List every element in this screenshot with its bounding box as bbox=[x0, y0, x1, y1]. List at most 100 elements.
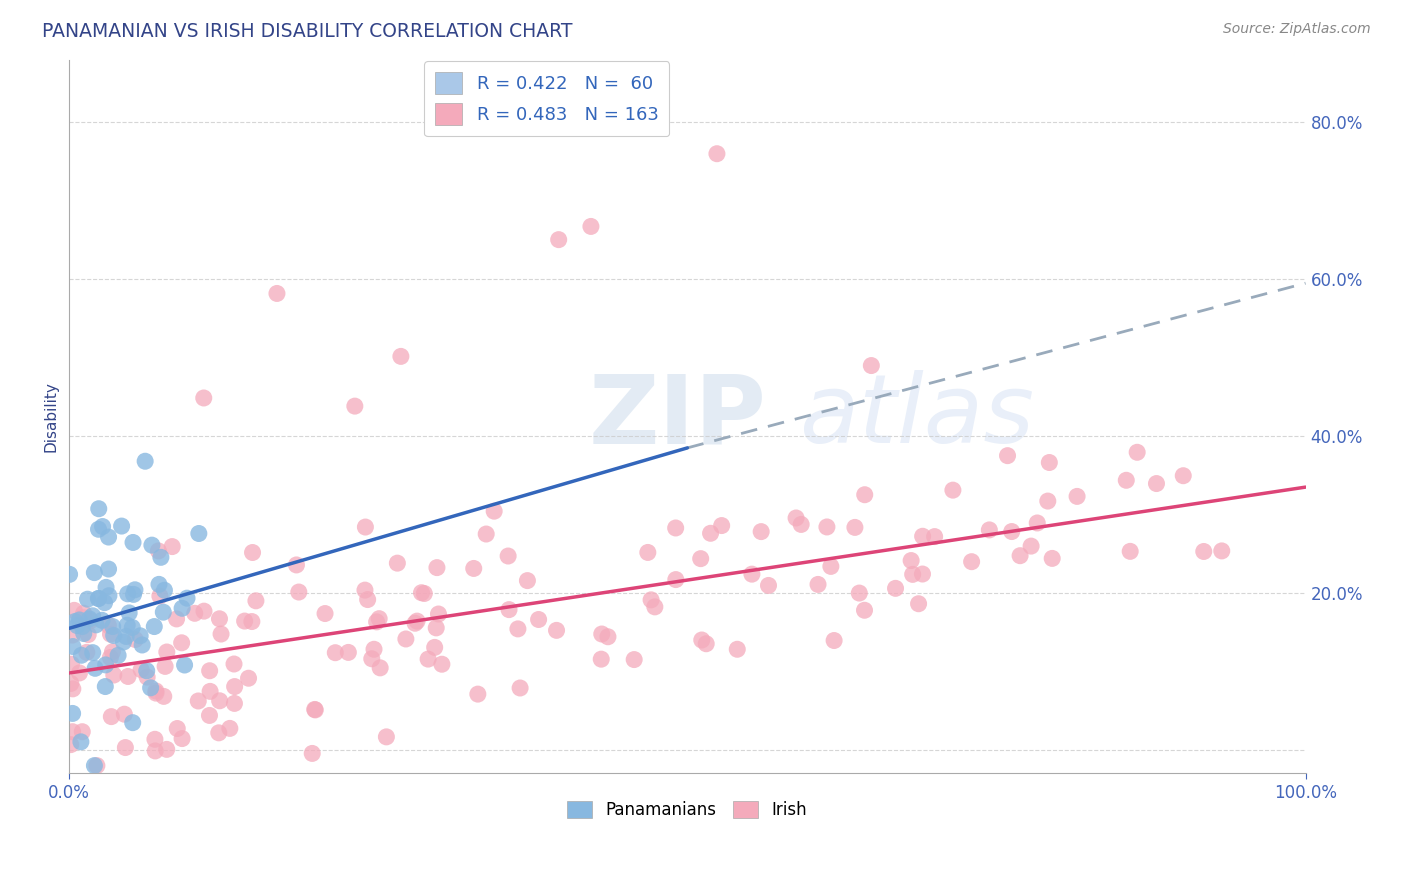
Point bbox=[1192, 544, 1215, 558]
Point bbox=[72, 607, 94, 621]
Point bbox=[285, 558, 308, 572]
Point bbox=[87, 501, 110, 516]
Point bbox=[149, 550, 172, 565]
Point bbox=[79, 614, 101, 628]
Point bbox=[131, 638, 153, 652]
Point bbox=[516, 574, 538, 588]
Point bbox=[942, 483, 965, 497]
Point bbox=[749, 524, 772, 539]
Point bbox=[758, 578, 780, 592]
Point bbox=[1019, 539, 1042, 553]
Point bbox=[208, 694, 231, 708]
Point bbox=[387, 556, 409, 570]
Point bbox=[87, 522, 110, 536]
Point bbox=[166, 722, 188, 736]
Point bbox=[76, 592, 98, 607]
Point bbox=[145, 686, 167, 700]
Point bbox=[145, 684, 167, 698]
Point bbox=[84, 661, 107, 675]
Point bbox=[72, 619, 94, 633]
Point bbox=[91, 519, 114, 533]
Point bbox=[172, 601, 194, 615]
Point bbox=[690, 632, 713, 647]
Point bbox=[176, 591, 198, 606]
Point bbox=[136, 670, 159, 684]
Point bbox=[482, 504, 505, 518]
Point bbox=[790, 517, 813, 532]
Point bbox=[66, 618, 89, 632]
Point bbox=[83, 758, 105, 772]
Point bbox=[209, 627, 232, 641]
Point bbox=[924, 530, 946, 544]
Point bbox=[1010, 549, 1032, 563]
Point bbox=[103, 628, 125, 642]
Point bbox=[1026, 516, 1049, 530]
Point bbox=[141, 538, 163, 552]
Point bbox=[467, 687, 489, 701]
Point bbox=[266, 286, 288, 301]
Point bbox=[183, 607, 205, 621]
Point bbox=[1036, 494, 1059, 508]
Point bbox=[70, 648, 93, 663]
Point bbox=[121, 715, 143, 730]
Point bbox=[60, 628, 83, 642]
Point bbox=[139, 681, 162, 695]
Point bbox=[82, 646, 104, 660]
Point bbox=[363, 642, 385, 657]
Point bbox=[121, 620, 143, 634]
Point bbox=[193, 604, 215, 618]
Point bbox=[960, 555, 983, 569]
Point bbox=[117, 669, 139, 683]
Point bbox=[475, 527, 498, 541]
Point bbox=[93, 596, 115, 610]
Point bbox=[354, 520, 377, 534]
Point bbox=[547, 233, 569, 247]
Point bbox=[73, 610, 96, 624]
Text: ZIP: ZIP bbox=[589, 370, 766, 463]
Point bbox=[665, 573, 688, 587]
Point bbox=[112, 707, 135, 722]
Point bbox=[149, 589, 172, 603]
Point bbox=[129, 663, 152, 677]
Point bbox=[97, 589, 120, 603]
Point bbox=[58, 567, 80, 582]
Point bbox=[82, 608, 104, 623]
Point bbox=[86, 758, 108, 772]
Point bbox=[222, 657, 245, 671]
Point bbox=[844, 520, 866, 534]
Point bbox=[124, 582, 146, 597]
Point bbox=[644, 599, 666, 614]
Point bbox=[97, 530, 120, 544]
Point bbox=[907, 597, 929, 611]
Point bbox=[87, 591, 110, 606]
Point bbox=[143, 732, 166, 747]
Point bbox=[97, 618, 120, 632]
Point bbox=[1173, 468, 1195, 483]
Point bbox=[224, 697, 246, 711]
Point bbox=[404, 616, 426, 631]
Text: atlas: atlas bbox=[799, 370, 1033, 463]
Point bbox=[706, 146, 728, 161]
Point bbox=[911, 529, 934, 543]
Point bbox=[122, 587, 145, 601]
Point bbox=[509, 681, 531, 695]
Point bbox=[579, 219, 602, 234]
Point bbox=[389, 350, 412, 364]
Point bbox=[97, 562, 120, 576]
Point bbox=[153, 659, 176, 673]
Point bbox=[337, 645, 360, 659]
Point bbox=[304, 703, 326, 717]
Legend: Panamanians, Irish: Panamanians, Irish bbox=[561, 794, 814, 826]
Point bbox=[498, 602, 520, 616]
Point bbox=[430, 657, 453, 672]
Point bbox=[596, 630, 619, 644]
Point bbox=[170, 731, 193, 746]
Point bbox=[84, 618, 107, 632]
Point bbox=[94, 580, 117, 594]
Point bbox=[62, 640, 84, 654]
Point bbox=[911, 567, 934, 582]
Point bbox=[115, 618, 138, 632]
Point bbox=[1211, 544, 1233, 558]
Point bbox=[820, 559, 842, 574]
Point bbox=[640, 592, 662, 607]
